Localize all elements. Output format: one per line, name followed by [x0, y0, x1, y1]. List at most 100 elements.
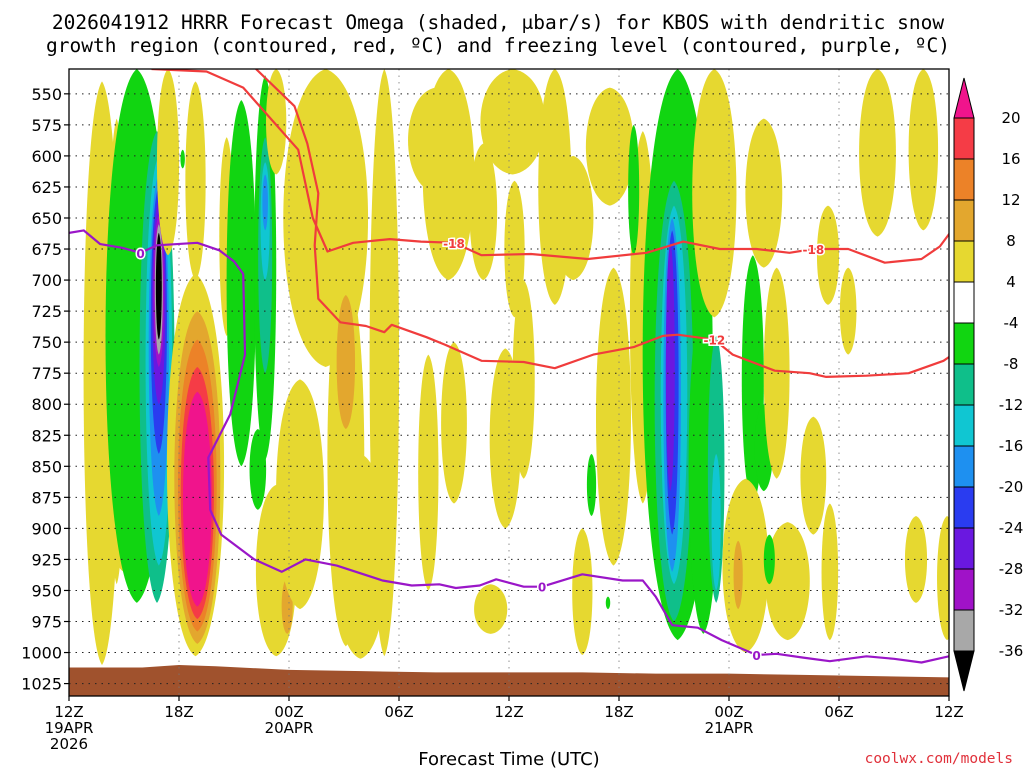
omega-region-12 [156, 69, 180, 256]
chart-title: 2026041912 HRRR Forecast Omega (shaded, … [46, 11, 950, 57]
omega-region-42 [469, 143, 498, 281]
omega-region-11 [155, 232, 162, 340]
title-line-2: growth region (contoured, red, ºC) and f… [46, 34, 950, 57]
omega-region-64 [711, 453, 721, 591]
colorbar-bin-8 [953, 404, 975, 447]
colorbar-bin-7 [953, 363, 975, 406]
plot-area: -18 -18 -12 0 0 0 [69, 69, 949, 696]
omega-region-53 [586, 453, 597, 516]
x-tick-label-12: 00Z 20APR [265, 703, 314, 737]
omega-region-25 [262, 174, 268, 231]
x-tick-label-0-line-0: 12Z [54, 703, 83, 721]
omega-region-80 [904, 515, 928, 603]
x-axis-label: Forecast Time (UTC) [418, 749, 599, 768]
y-axis: 550 575 600 625 650 675 700 725 750 775 800 825 850 8… [21, 85, 69, 694]
colorbar-label-13: -36 [999, 642, 1024, 660]
colorbar-label-4: 4 [1006, 273, 1016, 291]
omega-region-77 [839, 267, 857, 355]
colorbar-bin-9 [953, 445, 975, 488]
freezing-level-contour-label-2: 0 [752, 649, 760, 663]
x-tick-label-0: 12Z 19APR 2026 [45, 703, 94, 753]
x-tick-label-30: 18Z [604, 703, 633, 721]
omega-region-21 [226, 100, 257, 467]
y-tick-label-600: 600 [31, 147, 62, 166]
y-tick-label-625: 625 [31, 178, 62, 197]
colorbar-bin-2 [953, 158, 975, 201]
x-tick-label-6-line-0: 18Z [164, 703, 193, 721]
omega-region-76 [821, 503, 839, 641]
omega-region-78 [859, 69, 896, 237]
y-tick-label-850: 850 [31, 457, 62, 476]
colorbar-label-2: 12 [1001, 191, 1020, 209]
omega-region-72 [765, 522, 810, 641]
y-tick-label-800: 800 [31, 395, 62, 414]
dgz-contour-1-line [255, 69, 949, 378]
y-tick-label-975: 975 [31, 613, 62, 632]
x-tick-label-30-line-0: 18Z [604, 703, 633, 721]
colorbar-label-11: -28 [999, 560, 1024, 578]
colorbar-label-8: -16 [999, 437, 1024, 455]
omega-region-29 [266, 69, 287, 175]
title-line-1: 2026041912 HRRR Forecast Omega (shaded, … [52, 11, 944, 34]
omega-region-39 [422, 69, 475, 281]
omega-region-70 [745, 118, 783, 268]
omega-region-34 [336, 294, 356, 430]
x-tick-label-48: 12Z [934, 703, 963, 721]
omega-shading [83, 69, 949, 665]
x-tick-label-36: 00Z 21APR [705, 703, 754, 737]
y-tick-label-725: 725 [31, 302, 62, 321]
omega-region-54 [572, 528, 593, 656]
x-tick-label-12-line-1: 20APR [265, 719, 314, 737]
contours: -18 -18 -12 0 0 0 [69, 69, 949, 665]
dgz-contour-0-label-1: -18 [802, 243, 824, 257]
omega-region-48 [552, 155, 594, 281]
y-tick-label-1025: 1025 [21, 675, 62, 694]
colorbar-top-arrow [953, 77, 975, 119]
x-tick-label-18: 06Z [384, 703, 413, 721]
omega-region-18 [185, 81, 206, 281]
colorbar-bin-11 [953, 527, 975, 570]
y-tick-label-875: 875 [31, 488, 62, 507]
x-tick-label-24: 12Z [494, 703, 523, 721]
omega-region-71 [763, 267, 790, 479]
y-tick-label-825: 825 [31, 426, 62, 445]
colorbar-bottom-arrow [953, 650, 975, 692]
colorbar-label-9: -20 [999, 478, 1024, 496]
colorbar-bin-6 [953, 322, 975, 365]
omega-region-79 [908, 69, 939, 231]
colorbar-bin-10 [953, 486, 975, 529]
dgz-contour-0-label-0: -18 [443, 237, 465, 251]
x-tick-label-6: 18Z [164, 703, 193, 721]
x-tick-label-42-line-0: 06Z [824, 703, 853, 721]
omega-region-75 [816, 205, 840, 305]
omega-region-69 [733, 540, 743, 610]
omega-region-38 [418, 354, 439, 591]
colorbar-bin-12 [953, 568, 975, 611]
y-tick-label-925: 925 [31, 550, 62, 569]
y-tick-label-650: 650 [31, 209, 62, 228]
omega-region-17 [182, 391, 212, 607]
omega-region-68 [722, 478, 769, 653]
y-tick-label-900: 900 [31, 519, 62, 538]
omega-region-45 [512, 280, 535, 479]
omega-region-67 [692, 69, 737, 318]
freezing-level-contour-line [69, 229, 949, 664]
credit-link[interactable]: coolwx.com/models [865, 751, 1013, 767]
x-tick-label-18-line-0: 06Z [384, 703, 413, 721]
omega-region-52 [628, 124, 640, 256]
x-axis: 12Z 19APR 2026 18Z 00Z 20APR 06Z 12Z 18Z 00Z 21APR… [45, 696, 964, 753]
colorbar-label-0: 20 [1001, 109, 1020, 127]
y-tick-label-950: 950 [31, 581, 62, 600]
omega-region-30 [276, 379, 324, 610]
y-tick-label-550: 550 [31, 85, 62, 104]
colorbar-label-6: -8 [1004, 355, 1019, 373]
colorbar-bin-5 [953, 281, 975, 324]
x-tick-label-36-line-1: 21APR [705, 719, 754, 737]
y-tick-label-1000: 1000 [21, 644, 62, 663]
colorbar-bin-4 [953, 240, 975, 283]
colorbar-bin-13 [953, 609, 975, 652]
omega-region-26 [249, 429, 267, 510]
colorbar-label-5: -4 [1004, 314, 1019, 332]
x-tick-label-42: 06Z [824, 703, 853, 721]
